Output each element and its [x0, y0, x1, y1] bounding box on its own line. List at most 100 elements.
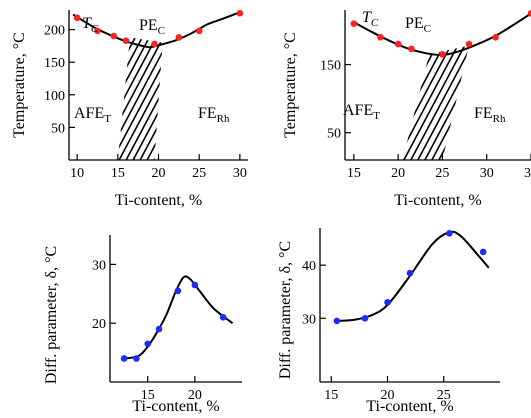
data-point [465, 40, 473, 48]
hatch-line [490, 0, 531, 170]
pe-label-sub: C [424, 23, 431, 35]
data-point [350, 20, 358, 27]
hatch-line [402, 45, 423, 160]
hatch-line [402, 45, 465, 160]
hatch-line [247, 0, 417, 170]
y-tick-label: 50 [327, 127, 341, 142]
y-tick-label: 150 [44, 56, 65, 71]
pe-label: PEC [405, 15, 431, 35]
data-point [133, 355, 140, 362]
data-point [219, 314, 227, 321]
hatch-line [518, 0, 531, 170]
x-tick-label: 25 [435, 166, 449, 181]
pe-label: PEC [139, 17, 165, 37]
y-tick-label: 30 [92, 258, 106, 273]
data-point [479, 248, 487, 256]
hatch-line [402, 45, 469, 160]
data-point [408, 45, 415, 53]
hatch-line [504, 0, 531, 170]
hatch-line [155, 37, 163, 160]
data-point [446, 230, 453, 237]
x-axis-title: Ti-content, % [366, 398, 453, 415]
x-tick-label: 25 [437, 388, 451, 403]
hatch-line [460, 45, 469, 160]
data-point [155, 325, 163, 333]
hatch-line [402, 45, 469, 160]
data-point [120, 355, 128, 362]
hatch-line [453, 45, 469, 160]
afe-label: AFET [343, 102, 380, 122]
hatch-line [446, 45, 469, 160]
fe-label-sub: Rh [493, 113, 506, 125]
fe-label-sub: Rh [217, 113, 230, 125]
diff-parameter-left: 15 20 20 30 Ti-content, % Diff. parameter, δ,… [43, 235, 242, 415]
hatched-region [117, 0, 487, 170]
fe-label: FERh [474, 105, 506, 125]
afe-label: AFET [74, 105, 111, 125]
y-tick-label: 200 [44, 24, 65, 39]
hatch-line [432, 45, 469, 160]
pe-label-main: PE [405, 15, 424, 32]
y-axis-title: Temperature, °C [11, 32, 28, 138]
hatch-line [402, 45, 469, 160]
data-point [406, 269, 414, 277]
data-point [94, 27, 101, 35]
hatch-line [418, 45, 469, 160]
x-tick-label: 10 [70, 166, 84, 181]
y-tick-label: 20 [92, 317, 106, 332]
hatch-line [402, 45, 469, 160]
x-axis-title: Ti-content, % [115, 192, 202, 209]
fe-label-main: FE [198, 105, 217, 122]
data-point [175, 34, 183, 41]
x-tick-label: 25 [192, 166, 206, 181]
hatch-line [177, 0, 347, 170]
data-point [333, 317, 341, 325]
hatch-line [117, 37, 163, 160]
tc-label: TC [362, 9, 379, 29]
hatch-line [402, 45, 469, 160]
fe-label-main: FE [474, 105, 493, 122]
hatch-line [127, 37, 163, 160]
x-tick-label: 15 [111, 166, 125, 181]
x-tick-label: 20 [188, 388, 202, 403]
hatch-line [317, 0, 487, 170]
diff-parameter-right: 15 20 25 30 40 Ti-content, % Diff. parameter, … [277, 228, 500, 415]
x-tick-label: 20 [391, 166, 405, 181]
hatch-line [525, 0, 531, 170]
afe-label-main: AFE [343, 102, 373, 119]
x-tick-label: 30 [480, 166, 494, 181]
data-point [122, 37, 130, 44]
x-tick-label: 15 [347, 166, 361, 181]
hatch-line [117, 37, 163, 160]
phase-diagram-right: 15 20 25 30 35 50 150 Ti-content, % Temperature,… [282, 0, 531, 209]
data-point [236, 9, 244, 17]
y-tick-label: 30 [302, 312, 316, 327]
x-tick-label: 15 [141, 388, 155, 403]
hatch-line [402, 45, 469, 160]
afe-label-sub: T [373, 110, 380, 122]
y-axis-title: Diff. parameter, δ, °C [277, 241, 294, 379]
hatch-line [411, 45, 469, 160]
data-point [174, 287, 182, 295]
hatch-line [117, 37, 163, 160]
hatch-line [120, 37, 163, 160]
x-tick-label: 30 [233, 166, 247, 181]
hatch-line [404, 45, 469, 160]
data-point [361, 314, 369, 322]
hatch-line [117, 37, 163, 160]
hatch-line [402, 45, 409, 160]
x-tick-label: 20 [152, 166, 166, 181]
hatch-line [425, 45, 469, 160]
hatch-line [483, 0, 531, 170]
x-tick-label: 20 [381, 388, 395, 403]
hatch-line [476, 0, 531, 170]
data-point [439, 51, 446, 58]
hatch-line [402, 45, 469, 160]
data-point [492, 33, 499, 41]
data-point [384, 299, 391, 306]
hatch-line [117, 37, 163, 160]
data-point [191, 281, 199, 289]
hatch-line [402, 45, 469, 160]
pe-label-main: PE [139, 17, 158, 34]
